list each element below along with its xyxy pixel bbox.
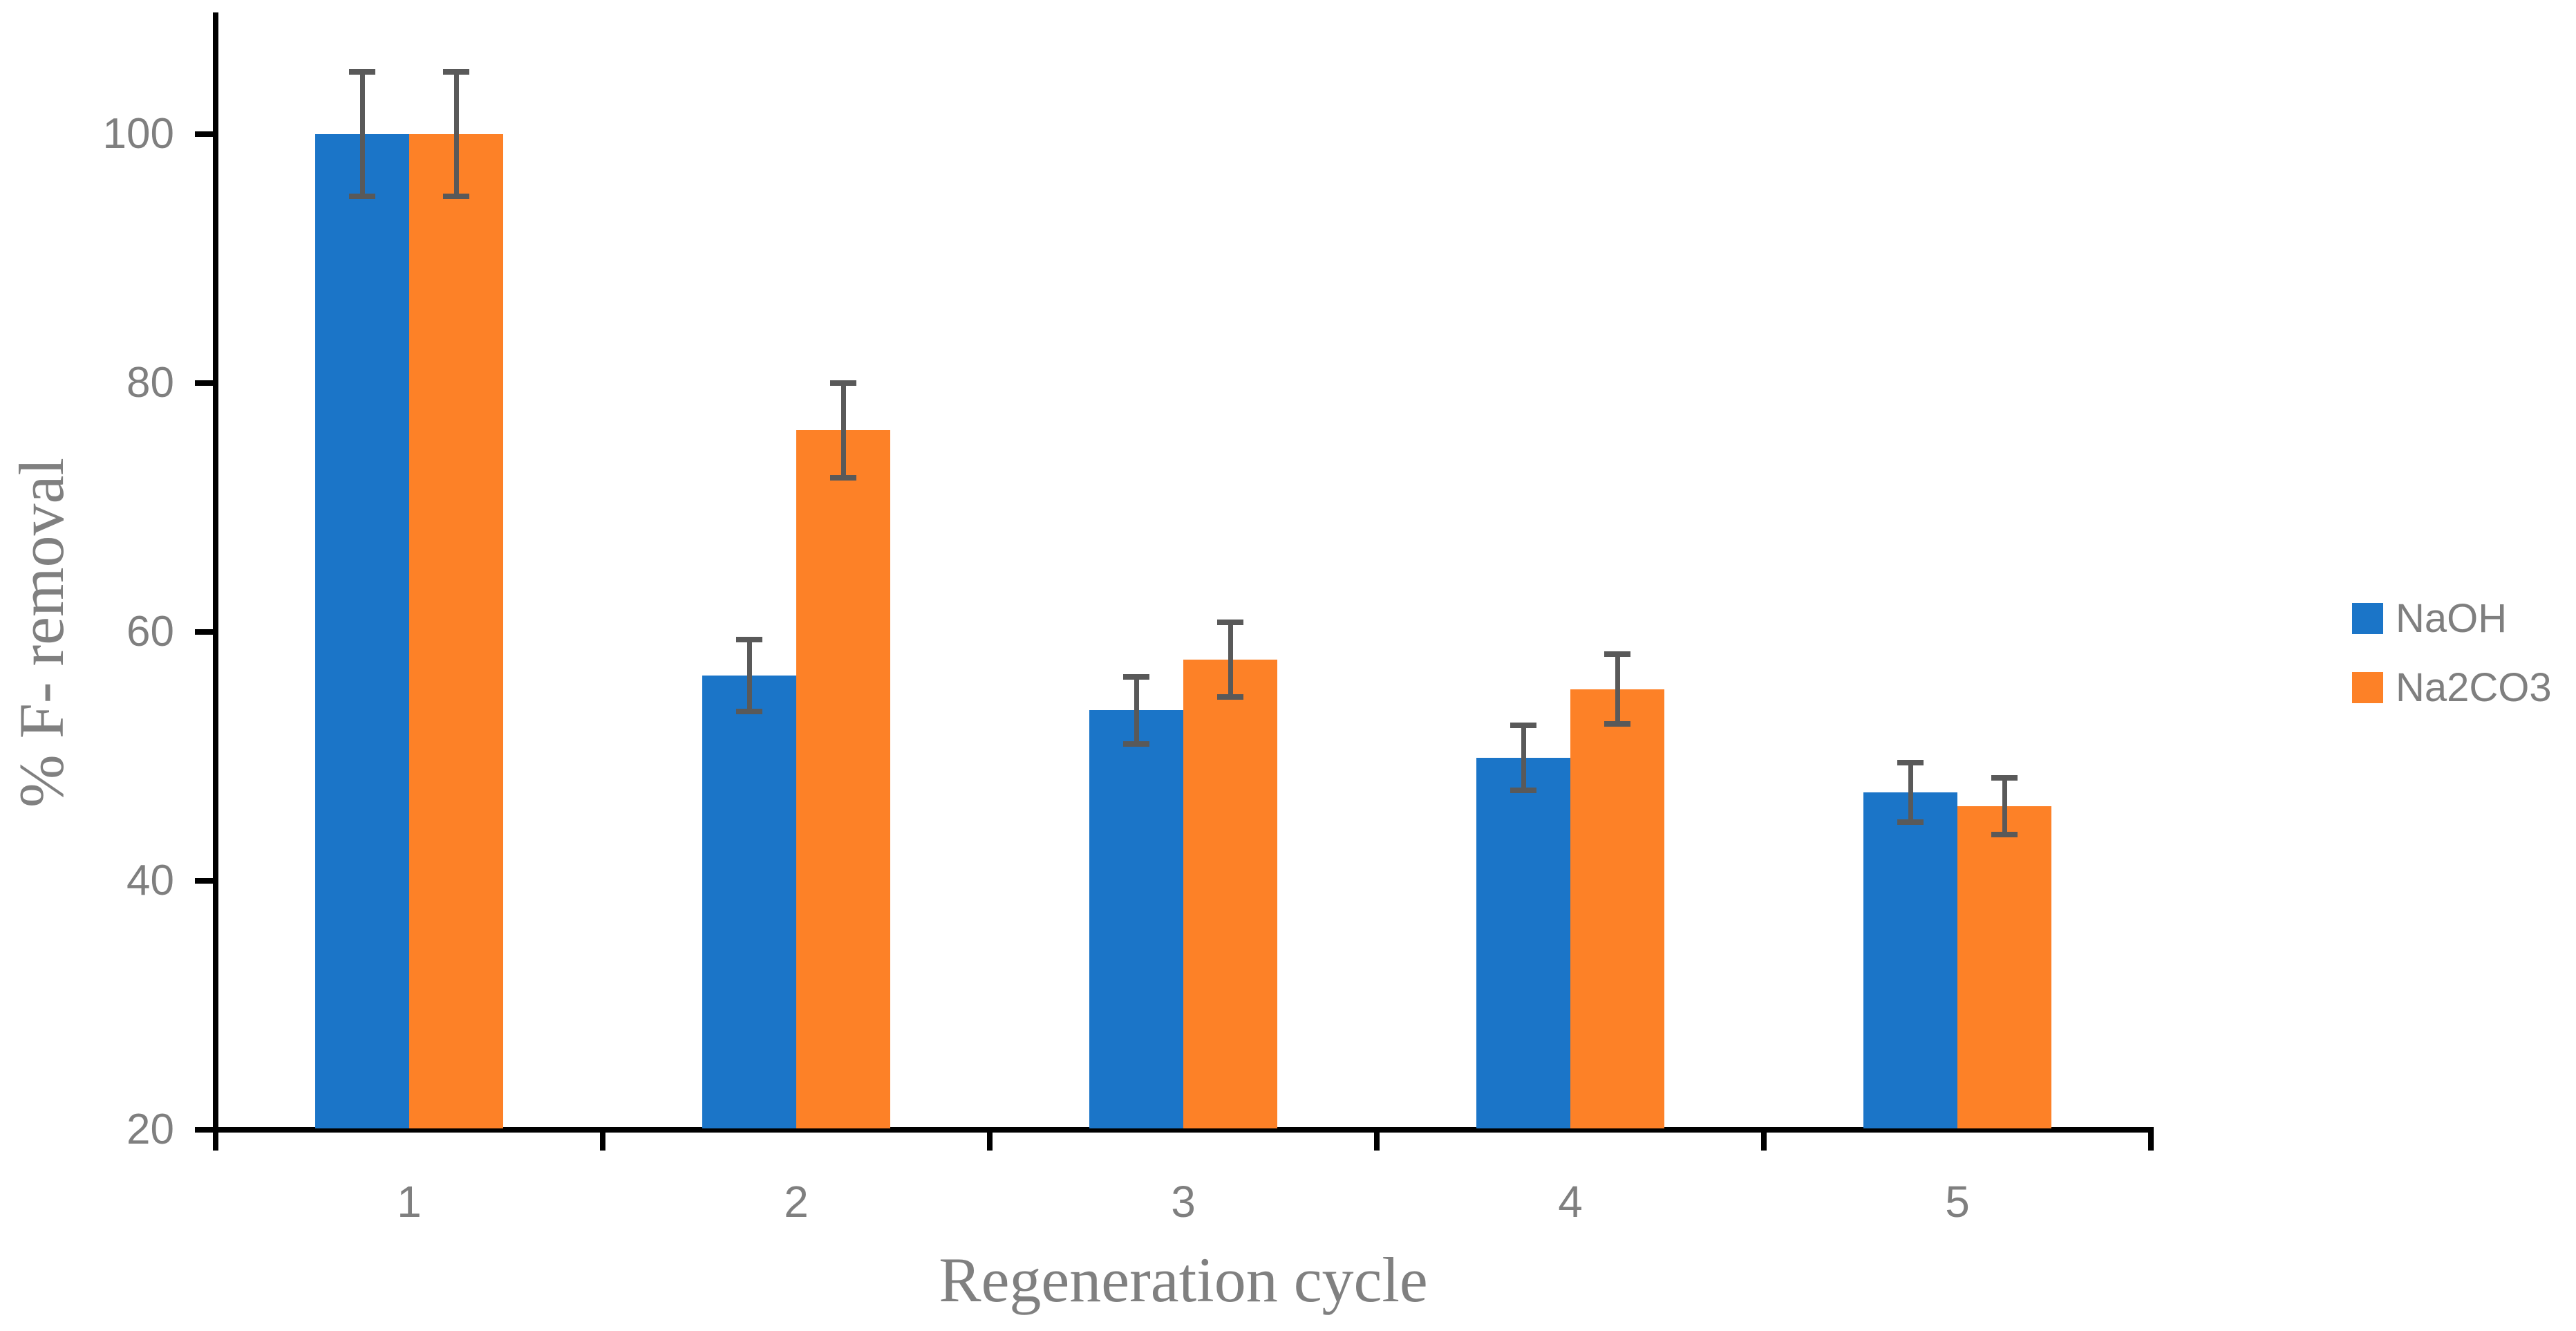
error-bar-Na2CO3-cycle-4 bbox=[1615, 654, 1620, 725]
y-tick-label-20: 20 bbox=[126, 1106, 174, 1153]
legend-item-NaOH: NaOH bbox=[2352, 596, 2552, 641]
y-tick-80 bbox=[195, 380, 216, 386]
y-tick-60 bbox=[195, 629, 216, 635]
bar-Na2CO3-cycle-2 bbox=[796, 430, 890, 1128]
x-tick-2 bbox=[987, 1130, 993, 1151]
bar-Na2CO3-cycle-4 bbox=[1570, 689, 1664, 1128]
y-tick-label-80: 80 bbox=[126, 359, 174, 407]
x-tick-4 bbox=[1761, 1130, 1767, 1151]
error-cap-top-Na2CO3-cycle-5 bbox=[1991, 774, 2018, 781]
y-tick-label-100: 100 bbox=[102, 110, 174, 158]
legend-swatch-NaOH bbox=[2352, 603, 2383, 634]
error-cap-top-NaOH-cycle-5 bbox=[1897, 760, 1924, 765]
bar-NaOH-cycle-3 bbox=[1089, 710, 1183, 1128]
error-cap-top-Na2CO3-cycle-2 bbox=[830, 380, 856, 386]
error-cap-bottom-NaOH-cycle-1 bbox=[349, 194, 375, 199]
error-bar-NaOH-cycle-1 bbox=[359, 72, 365, 196]
legend: NaOH Na2CO3 bbox=[2352, 596, 2552, 741]
error-cap-bottom-Na2CO3-cycle-5 bbox=[1991, 832, 2018, 838]
x-tick-1 bbox=[600, 1130, 605, 1151]
category-label-3: 3 bbox=[1171, 1177, 1196, 1227]
legend-swatch-Na2CO3 bbox=[2352, 672, 2383, 703]
error-cap-top-Na2CO3-cycle-1 bbox=[443, 69, 469, 75]
error-cap-top-NaOH-cycle-3 bbox=[1123, 673, 1149, 680]
bar-NaOH-cycle-4 bbox=[1476, 757, 1570, 1128]
error-bar-Na2CO3-cycle-5 bbox=[2002, 777, 2007, 835]
legend-label-NaOH: NaOH bbox=[2396, 596, 2508, 641]
error-cap-bottom-Na2CO3-cycle-3 bbox=[1217, 694, 1243, 700]
bar-NaOH-cycle-2 bbox=[702, 676, 796, 1128]
error-cap-bottom-NaOH-cycle-2 bbox=[736, 709, 762, 715]
x-tick-0 bbox=[213, 1130, 218, 1151]
error-bar-Na2CO3-cycle-1 bbox=[453, 72, 459, 196]
bar-Na2CO3-cycle-3 bbox=[1183, 659, 1277, 1128]
error-bar-NaOH-cycle-5 bbox=[1908, 763, 1913, 823]
x-tick-5 bbox=[2148, 1130, 2154, 1151]
y-tick-100 bbox=[195, 131, 216, 137]
category-label-1: 1 bbox=[397, 1177, 422, 1227]
error-cap-bottom-NaOH-cycle-4 bbox=[1510, 787, 1536, 793]
error-cap-bottom-Na2CO3-cycle-1 bbox=[443, 194, 469, 199]
error-cap-top-Na2CO3-cycle-4 bbox=[1604, 651, 1630, 658]
bar-NaOH-cycle-5 bbox=[1863, 792, 1957, 1128]
error-cap-bottom-Na2CO3-cycle-2 bbox=[830, 474, 856, 481]
x-axis-line bbox=[213, 1127, 2154, 1133]
error-bar-NaOH-cycle-3 bbox=[1134, 676, 1139, 744]
error-bar-Na2CO3-cycle-3 bbox=[1228, 622, 1233, 697]
error-cap-top-NaOH-cycle-4 bbox=[1510, 723, 1536, 728]
error-bar-NaOH-cycle-4 bbox=[1521, 725, 1526, 790]
category-label-4: 4 bbox=[1558, 1177, 1583, 1227]
category-label-2: 2 bbox=[784, 1177, 809, 1227]
error-cap-top-NaOH-cycle-1 bbox=[349, 69, 375, 75]
y-tick-20 bbox=[195, 1127, 216, 1133]
bar-Na2CO3-cycle-1 bbox=[409, 134, 503, 1128]
y-tick-label-60: 60 bbox=[126, 608, 174, 655]
error-bar-NaOH-cycle-2 bbox=[746, 639, 752, 712]
bar-NaOH-cycle-1 bbox=[315, 134, 409, 1128]
y-axis-line bbox=[213, 12, 218, 1133]
error-bar-Na2CO3-cycle-2 bbox=[840, 383, 846, 478]
x-tick-3 bbox=[1374, 1130, 1380, 1151]
x-axis-title: Regeneration cycle bbox=[939, 1245, 1428, 1315]
legend-label-Na2CO3: Na2CO3 bbox=[2396, 665, 2552, 710]
error-cap-top-Na2CO3-cycle-3 bbox=[1217, 619, 1243, 625]
error-cap-bottom-Na2CO3-cycle-4 bbox=[1604, 721, 1630, 727]
error-cap-top-NaOH-cycle-2 bbox=[736, 636, 762, 642]
y-tick-label-40: 40 bbox=[126, 857, 174, 904]
error-cap-bottom-NaOH-cycle-5 bbox=[1897, 819, 1924, 826]
bar-Na2CO3-cycle-5 bbox=[1957, 806, 2051, 1128]
y-tick-40 bbox=[195, 878, 216, 884]
category-label-5: 5 bbox=[1945, 1177, 1970, 1227]
error-cap-bottom-NaOH-cycle-3 bbox=[1123, 741, 1149, 747]
legend-item-Na2CO3: Na2CO3 bbox=[2352, 665, 2552, 710]
